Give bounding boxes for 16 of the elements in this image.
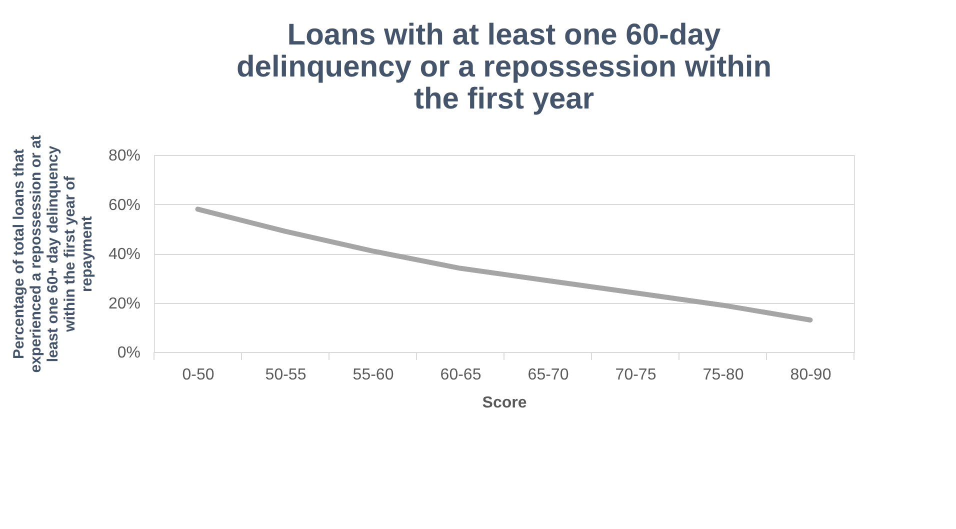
- x-axis-title: Score: [482, 394, 527, 412]
- x-tick-label: 65-70: [528, 366, 569, 384]
- chart-title: Loans with at least one 60-day delinquency or a repossession within the first year: [236, 18, 772, 116]
- y-tick-label: 0%: [117, 344, 140, 362]
- y-tick-label: 20%: [108, 295, 140, 312]
- y-axis-title: Percentage of total loans that experienced a repossession or at least one 60+ day delinquency within the first year of repayment: [10, 135, 96, 373]
- x-tick-label: 80-90: [790, 366, 832, 384]
- x-tick-label: 75-80: [702, 366, 744, 384]
- x-tick-label: 50-55: [265, 366, 306, 384]
- x-tick-label: 60-65: [440, 366, 482, 384]
- y-tick-label: 60%: [108, 196, 140, 214]
- y-tick-label: 80%: [108, 148, 140, 164]
- x-tick-label: 0-50: [182, 366, 214, 384]
- x-tick-label: 55-60: [352, 366, 394, 384]
- x-tick-label: 70-75: [615, 366, 656, 384]
- y-tick-label: 40%: [108, 246, 140, 263]
